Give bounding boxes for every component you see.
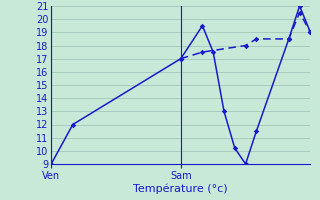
X-axis label: Température (°c): Température (°c) [133, 184, 228, 194]
